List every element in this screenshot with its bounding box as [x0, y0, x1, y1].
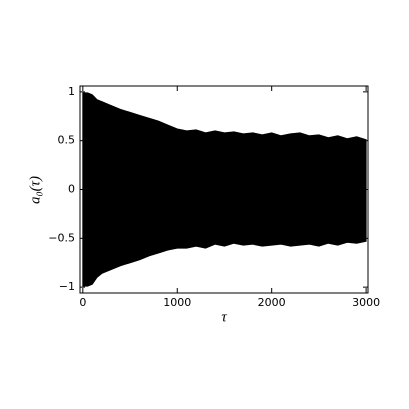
y-tick-label: 0.5 — [58, 134, 76, 147]
envelope-area — [82, 189, 367, 287]
x-tick-label: 2000 — [258, 296, 286, 309]
x-tick-label: 1000 — [163, 296, 191, 309]
y-tick-label: 0 — [68, 183, 75, 196]
envelope-area — [82, 92, 367, 190]
y-tick-label: −0.5 — [48, 231, 75, 244]
y-axis-label: a₀(τ) — [27, 176, 43, 204]
y-tick-label: 1 — [68, 85, 75, 98]
x-tick-label: 0 — [79, 296, 86, 309]
x-tick-label: 3000 — [352, 296, 380, 309]
x-axis-label: τ — [221, 309, 227, 325]
y-tick-label: −1 — [59, 280, 75, 293]
